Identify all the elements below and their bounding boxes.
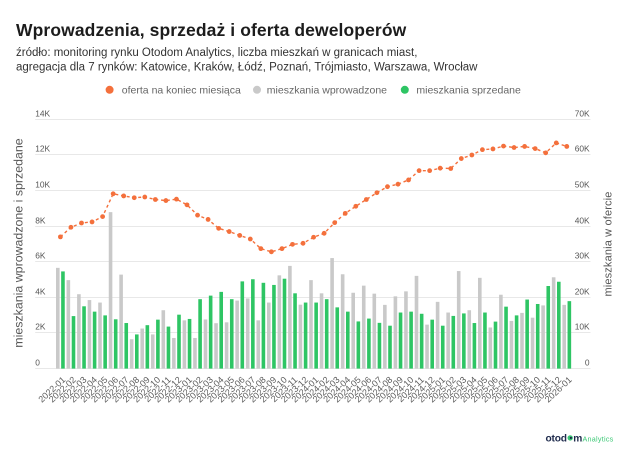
svg-text:oferta na koniec miesiąca: oferta na koniec miesiąca — [122, 84, 241, 96]
svg-text:mieszkania wprowadzone i sprze: mieszkania wprowadzone i sprzedane — [11, 138, 25, 347]
svg-text:60K: 60K — [575, 143, 590, 153]
svg-text:źródło: monitoring rynku Otodo: źródło: monitoring rynku Otodom Analytic… — [16, 47, 417, 59]
svg-text:6K: 6K — [35, 250, 46, 260]
svg-text:0: 0 — [585, 357, 590, 367]
svg-text:30K: 30K — [575, 250, 590, 260]
svg-text:2K: 2K — [35, 321, 46, 331]
svg-text:14K: 14K — [35, 108, 50, 118]
svg-text:mieszkania w ofercie: mieszkania w ofercie — [603, 191, 615, 296]
svg-text:mieszkania sprzedane: mieszkania sprzedane — [416, 84, 521, 96]
svg-text:10K: 10K — [575, 321, 590, 331]
svg-text:10K: 10K — [35, 179, 50, 189]
svg-text:12K: 12K — [35, 143, 50, 153]
svg-text:40K: 40K — [575, 215, 590, 225]
svg-text:8K: 8K — [35, 215, 46, 225]
svg-text:m: m — [573, 433, 582, 444]
svg-text:agregacja dla 7 rynków: Katowi: agregacja dla 7 rynków: Katowice, Kraków… — [16, 62, 478, 74]
svg-text:70K: 70K — [575, 108, 590, 118]
svg-text:0: 0 — [35, 357, 40, 367]
svg-text:50K: 50K — [575, 179, 590, 189]
svg-text:Wprowadzenia, sprzedaż i ofert: Wprowadzenia, sprzedaż i oferta dewelope… — [16, 20, 407, 40]
svg-text:otod: otod — [546, 433, 567, 444]
svg-text:20K: 20K — [575, 286, 590, 296]
svg-text:mieszkania wprowadzone: mieszkania wprowadzone — [267, 84, 387, 96]
svg-text:4K: 4K — [35, 286, 46, 296]
svg-text:Analytics: Analytics — [583, 434, 614, 443]
